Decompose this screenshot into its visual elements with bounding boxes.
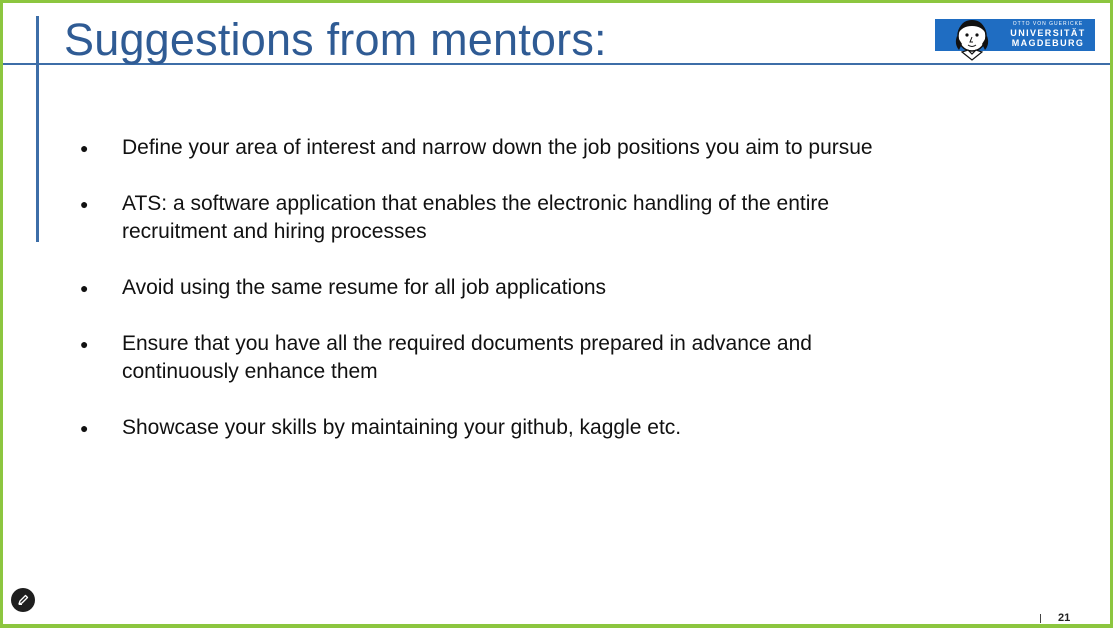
page-number: 21 bbox=[1058, 612, 1071, 624]
bullet-item: ATS: a software application that enables… bbox=[80, 190, 912, 246]
portrait-icon bbox=[955, 20, 989, 61]
bullet-item: Define your area of interest and narrow … bbox=[80, 134, 980, 162]
university-logo-text: OTTO VON GUERICKE UNIVERSITÄT MAGDEBURG bbox=[1003, 21, 1093, 48]
bullet-item: Showcase your skills by maintaining your… bbox=[80, 414, 980, 442]
page-divider bbox=[1040, 614, 1041, 623]
annotation-pen-button[interactable] bbox=[11, 588, 35, 612]
logo-line-1: OTTO VON GUERICKE bbox=[1012, 21, 1084, 27]
bullet-list: Define your area of interest and narrow … bbox=[80, 134, 980, 470]
title-vertical-rule bbox=[36, 16, 39, 242]
pen-icon bbox=[18, 594, 29, 605]
bullet-item: Avoid using the same resume for all job … bbox=[80, 274, 980, 302]
slide-title: Suggestions from mentors: bbox=[64, 14, 607, 65]
logo-line-3: MAGDEBURG bbox=[1011, 38, 1085, 48]
bullet-item: Ensure that you have all the required do… bbox=[80, 330, 912, 386]
title-horizontal-rule bbox=[3, 63, 1110, 65]
logo-line-2: UNIVERSITÄT bbox=[1010, 28, 1086, 38]
